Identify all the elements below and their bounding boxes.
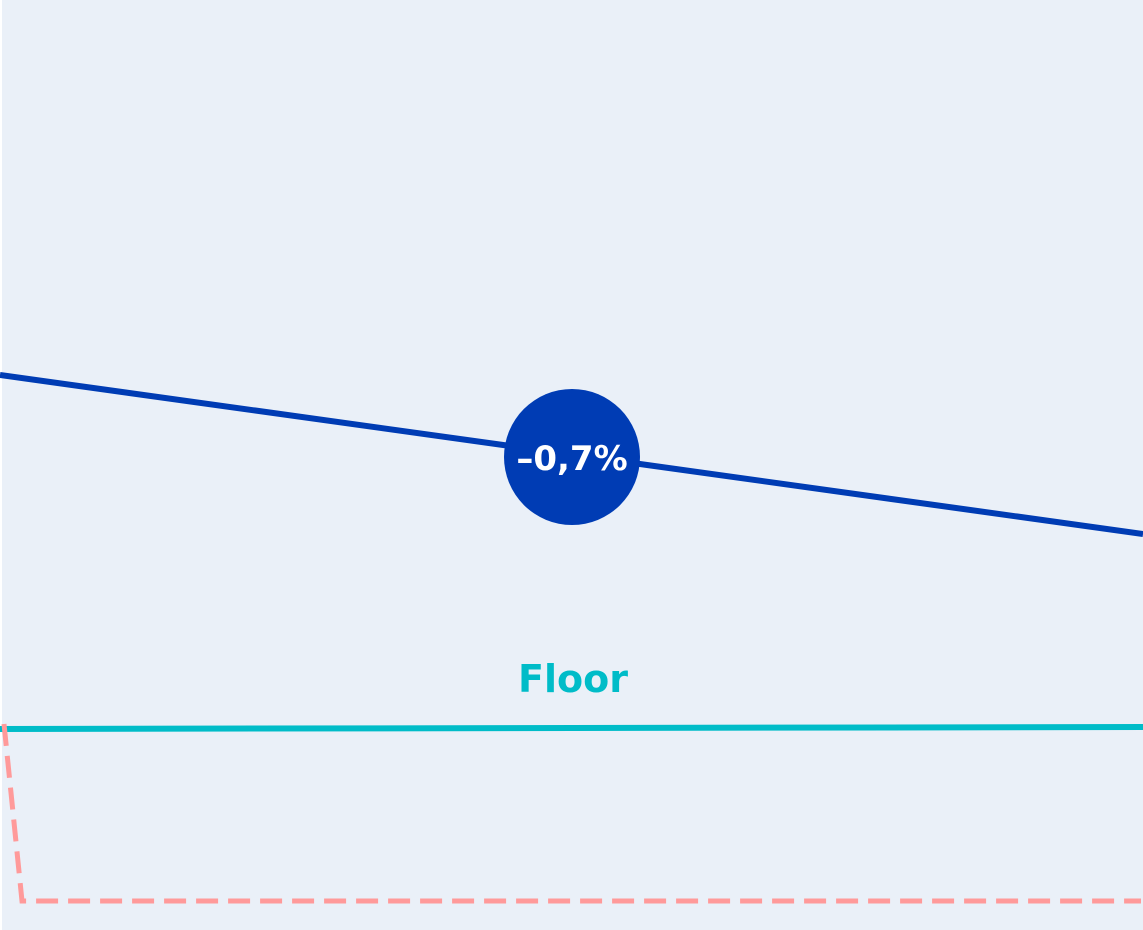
- slope-label: –0,7%: [516, 439, 627, 479]
- floor-label: Floor: [518, 657, 628, 701]
- dashed-outline: [1, 723, 1141, 904]
- floor-line: [0, 724, 1143, 732]
- slope-badge-circle: [504, 389, 640, 525]
- slope-badge: –0,7%: [504, 389, 640, 525]
